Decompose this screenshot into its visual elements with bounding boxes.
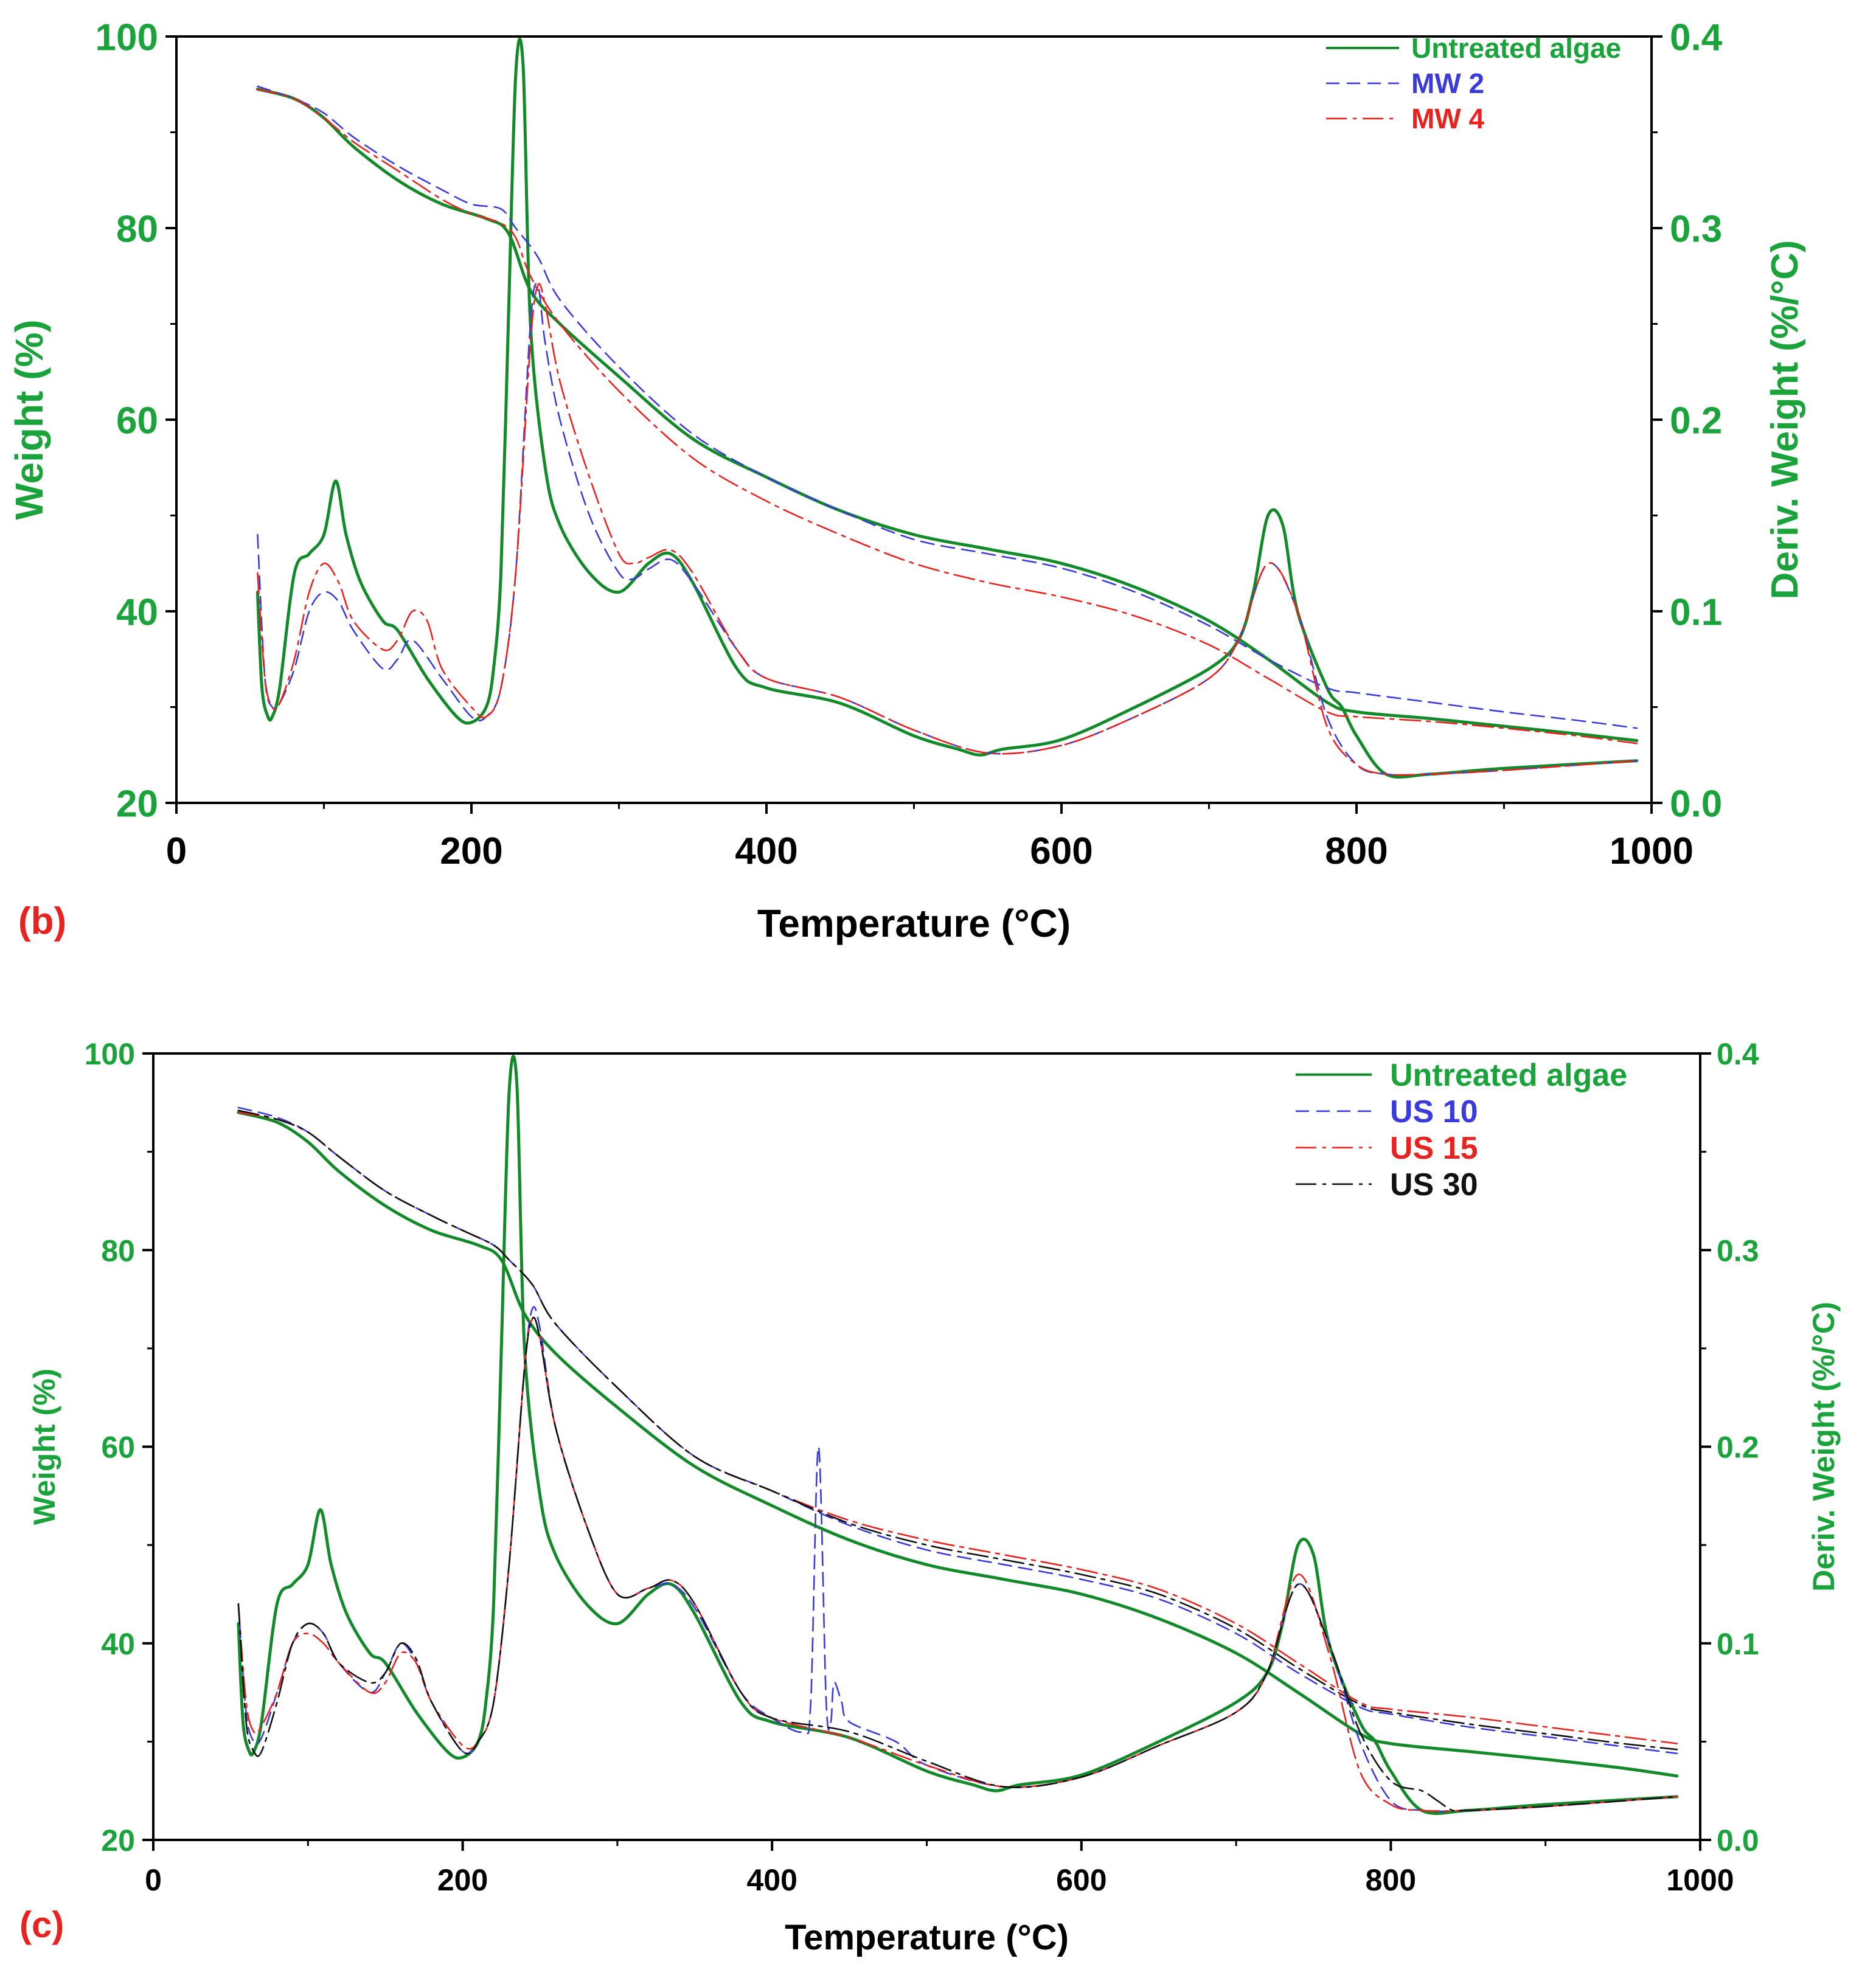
series-line-deriv-untreated-algae [255,38,1639,779]
x-tick-label: 200 [437,1863,488,1897]
y-tick-label: 60 [101,1431,135,1465]
x-tick-label: 800 [1366,1863,1416,1897]
y2-tick-label: 0.3 [1717,1234,1759,1268]
x-tick-label: 0 [145,1863,162,1897]
y-tick-label: 40 [116,591,158,633]
x-tick-label: 600 [1056,1863,1106,1897]
series-line-weight-us-10 [237,1106,1678,1755]
legend-label: Untreated algae [1390,1058,1627,1093]
x-axis-title: Temperature (°C) [785,1918,1069,1957]
series-line-weight-untreated-algae [237,1111,1679,1778]
y2-axis-title: Deriv. Weight (%/°C) [1764,240,1806,600]
y2-tick-label: 0.1 [1670,591,1722,633]
y2-tick-label: 0.2 [1670,400,1722,442]
y-tick-label: 80 [101,1234,135,1268]
x-tick-label: 0 [166,830,187,872]
x-tick-label: 800 [1325,830,1388,872]
series-group [255,38,1639,779]
panel-b-chart: 0 200 400 600 800 1000 20 40 60 80 100 0.0 0.1 0.2 0.3… [7,16,1806,945]
y-tick-label: 80 [116,208,158,250]
y2-tick-label: 0.3 [1670,208,1722,250]
legend-label: MW 4 [1411,103,1485,134]
y-tick-label: 20 [101,1824,135,1858]
panel-label: (c) [19,1904,64,1945]
x-axis-title: Temperature (°C) [757,901,1071,945]
y2-tick-label: 0.2 [1717,1431,1759,1465]
x-tick-label: 200 [440,830,502,872]
x-tick-label: 400 [735,830,797,872]
series-group [237,1055,1679,1815]
x-tick-label: 1000 [1610,830,1694,872]
series-line-deriv-mw-2 [257,283,1638,776]
y2-tick-label: 0.4 [1717,1037,1759,1071]
x-tick-label: 1000 [1666,1863,1734,1897]
series-line-deriv-untreated-algae [237,1055,1679,1815]
y-tick-label: 100 [96,16,158,58]
legend-label: US 15 [1390,1131,1478,1166]
y2-tick-label: 0.1 [1717,1627,1759,1661]
legend-label: MW 2 [1411,68,1484,99]
series-line-deriv-mw-4 [257,283,1638,776]
series-line-weight-us-30 [237,1109,1678,1751]
y2-axis-title: Deriv. Weight (%/°C) [1807,1302,1841,1592]
y-tick-label: 40 [101,1627,135,1661]
legend-label: US 30 [1390,1167,1478,1202]
y-tick-label: 20 [116,783,158,825]
legend-label: Untreated algae [1411,32,1621,64]
panel-label: (b) [18,900,66,942]
y2-tick-label: 0.4 [1670,16,1723,58]
series-line-weight-mw-4 [257,88,1638,744]
x-tick-label: 400 [746,1863,797,1897]
y-tick-label: 60 [116,400,158,442]
series-line-deriv-us-30 [237,1316,1678,1813]
panel-c-chart: 0 200 400 600 800 1000 20 40 60 80 100 0.0 0.1 0.2 0.3… [19,1037,1841,1957]
y2-tick-label: 0.0 [1670,783,1722,825]
legend-label: US 10 [1390,1094,1478,1130]
y-axis-title: Weight (%) [7,319,51,519]
y2-tick-label: 0.0 [1717,1824,1759,1858]
legend: Untreated algae MW 2 MW 4 [1326,32,1621,134]
y-tick-label: 100 [85,1037,135,1071]
x-tick-label: 600 [1030,830,1093,872]
y-axis-title: Weight (%) [27,1369,61,1525]
series-line-weight-mw-2 [257,85,1638,729]
